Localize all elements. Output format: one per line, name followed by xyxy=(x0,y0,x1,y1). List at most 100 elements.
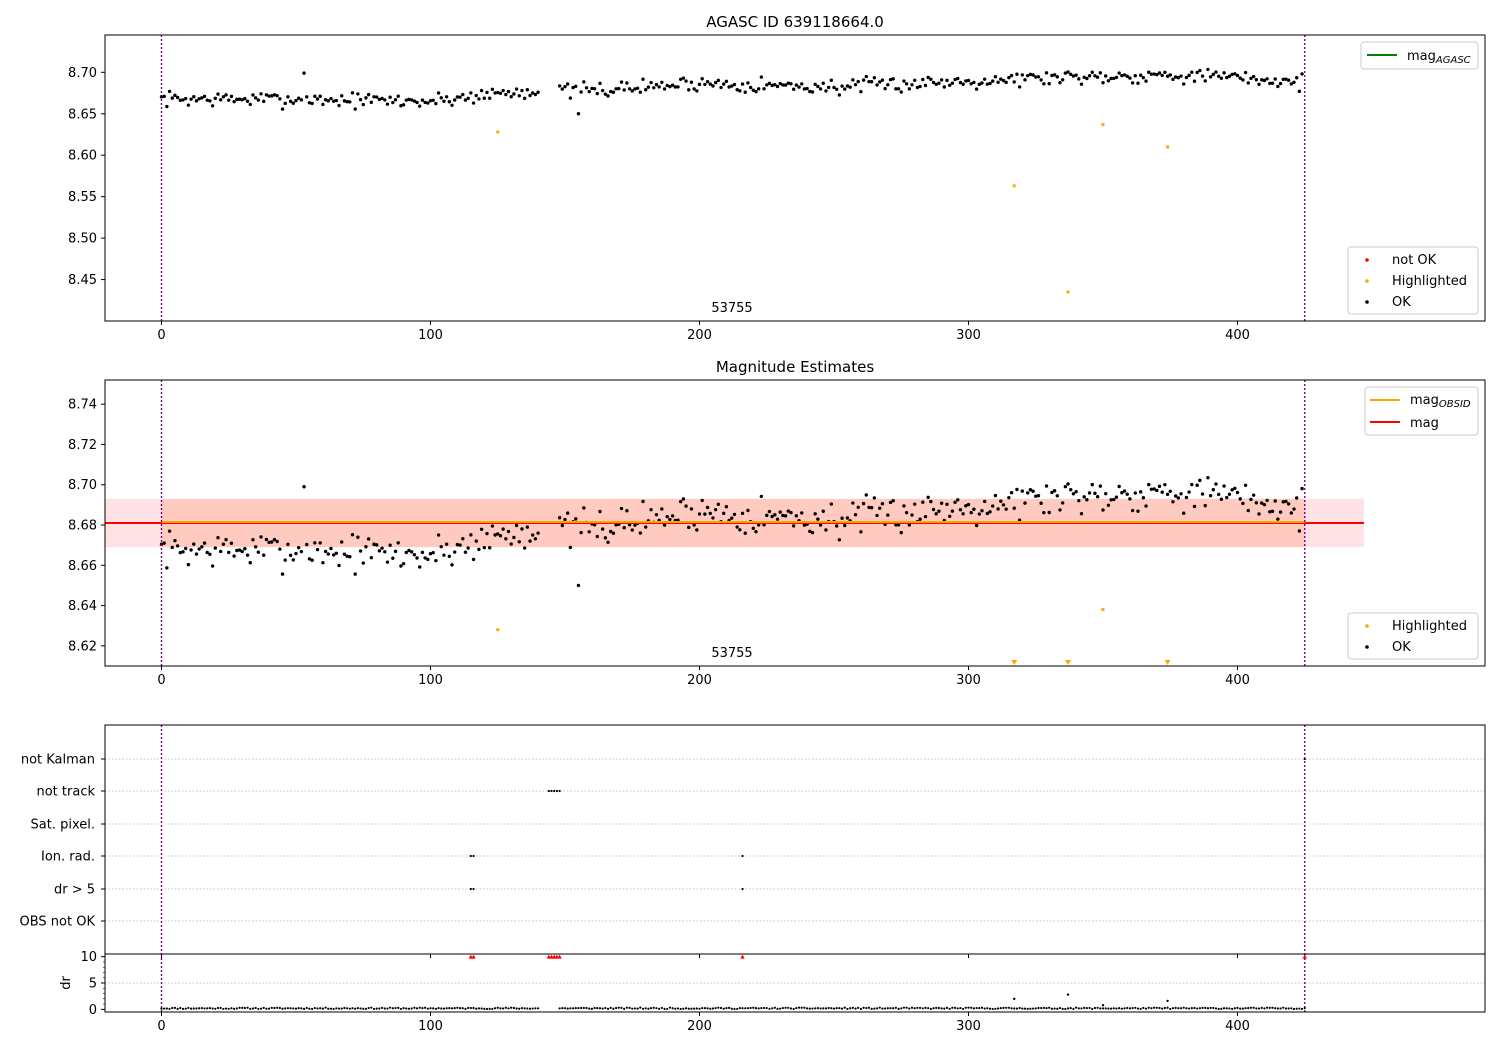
ok-point xyxy=(404,98,408,102)
dr-point xyxy=(1185,1007,1188,1010)
dr-point xyxy=(668,1006,672,1009)
ok-point xyxy=(711,516,715,520)
dr-point xyxy=(913,1007,916,1010)
dr-point xyxy=(824,1007,828,1010)
ok-point xyxy=(1044,484,1049,488)
ok-point xyxy=(1152,487,1156,491)
dr-point xyxy=(580,1006,583,1010)
ok-point xyxy=(705,79,710,84)
dr-point xyxy=(192,1007,195,1010)
dr-point xyxy=(808,1007,811,1010)
dr-point xyxy=(211,1007,214,1010)
dr-point xyxy=(276,1006,279,1009)
ok-point xyxy=(1039,78,1043,82)
ok-point xyxy=(302,71,306,75)
dr-point xyxy=(421,1007,424,1010)
dr-point xyxy=(962,1007,965,1011)
ok-point xyxy=(1216,74,1221,78)
ok-point xyxy=(633,87,637,91)
dr-point xyxy=(531,1007,534,1010)
dr-point xyxy=(267,1007,271,1010)
agasc-panel: AGASC ID 639118664.0 0 100 200 300 400 8.45 8.… xyxy=(68,13,1486,343)
dr-point xyxy=(367,1006,370,1010)
ok-point xyxy=(1120,491,1124,495)
ok-point xyxy=(1077,77,1081,81)
ok-point xyxy=(1149,72,1154,76)
ok-point xyxy=(619,506,624,511)
dr-point xyxy=(380,1006,384,1010)
ok-point xyxy=(609,529,613,534)
dr-clipped-marker xyxy=(471,954,476,959)
ok-point xyxy=(609,89,613,94)
ok-point xyxy=(950,81,955,85)
dr-point xyxy=(889,1007,892,1010)
ok-point xyxy=(1147,482,1151,487)
dr-point xyxy=(308,1007,311,1010)
ok-point xyxy=(184,96,188,101)
ok-point xyxy=(170,545,174,550)
dr-point xyxy=(472,1006,475,1010)
dr-point xyxy=(631,1007,634,1010)
ok-point xyxy=(415,556,419,560)
magnitude-plot-area: 0 100 200 300 400 8.62 8.64 8.66 8.68 8.70 8.72 8.7… xyxy=(68,380,1364,688)
ok-point xyxy=(278,547,282,551)
ok-point xyxy=(202,541,207,545)
ok-point xyxy=(1211,488,1216,492)
ok-point xyxy=(272,93,277,97)
dr-point xyxy=(862,1006,865,1009)
ok-point xyxy=(1243,483,1248,487)
ok-point xyxy=(340,94,344,98)
dr-point xyxy=(200,1007,203,1010)
ok-point xyxy=(695,528,699,532)
dr-point xyxy=(1225,1007,1228,1010)
ok-point xyxy=(1208,75,1213,79)
ok-point xyxy=(1262,502,1267,507)
ok-point xyxy=(253,96,258,100)
ok-point xyxy=(1114,75,1119,80)
ok-point xyxy=(719,85,723,90)
ok-point xyxy=(1136,81,1140,85)
dr-point xyxy=(725,1007,728,1010)
ok-point xyxy=(969,510,973,515)
dr-point xyxy=(727,1006,731,1009)
dr-point xyxy=(948,1007,951,1010)
highlighted-point xyxy=(496,628,500,632)
ok-point xyxy=(740,82,745,86)
dr-point xyxy=(749,1006,752,1010)
ok-point xyxy=(1225,495,1229,500)
ok-point xyxy=(592,87,597,91)
ok-point xyxy=(1281,77,1285,82)
ok-point xyxy=(509,542,513,546)
ok-point xyxy=(450,563,454,567)
ok-point xyxy=(243,96,247,101)
ok-point xyxy=(1300,72,1304,76)
legend-label-mag-agasc: magAGASC xyxy=(1407,49,1471,66)
flag-point xyxy=(741,854,744,858)
ok-point xyxy=(625,509,629,513)
magnitude-legend-lower: Highlighted OK xyxy=(1347,612,1479,660)
ok-point xyxy=(256,98,261,102)
ok-point xyxy=(469,91,473,95)
dr-point xyxy=(803,1006,806,1009)
ok-point xyxy=(773,82,777,87)
dr-point xyxy=(846,1007,849,1011)
ok-point xyxy=(845,516,850,520)
ok-point xyxy=(350,533,355,537)
ok-point xyxy=(259,92,263,96)
ok-point xyxy=(1294,76,1299,80)
ok-point xyxy=(977,512,981,516)
ok-point xyxy=(993,75,998,79)
ok-point xyxy=(374,543,379,547)
ok-point xyxy=(786,81,790,85)
ok-point xyxy=(1219,76,1224,80)
dr-point xyxy=(814,1007,817,1010)
ok-point xyxy=(1273,77,1277,81)
ok-point xyxy=(275,539,279,544)
flag-row-label: dr > 5 xyxy=(54,883,95,898)
ok-point xyxy=(1004,80,1008,85)
ok-point xyxy=(286,95,290,99)
dr-point xyxy=(1099,1007,1102,1010)
ok-point xyxy=(1034,494,1038,498)
dr-point xyxy=(1101,1007,1105,1010)
ok-point xyxy=(224,93,228,97)
